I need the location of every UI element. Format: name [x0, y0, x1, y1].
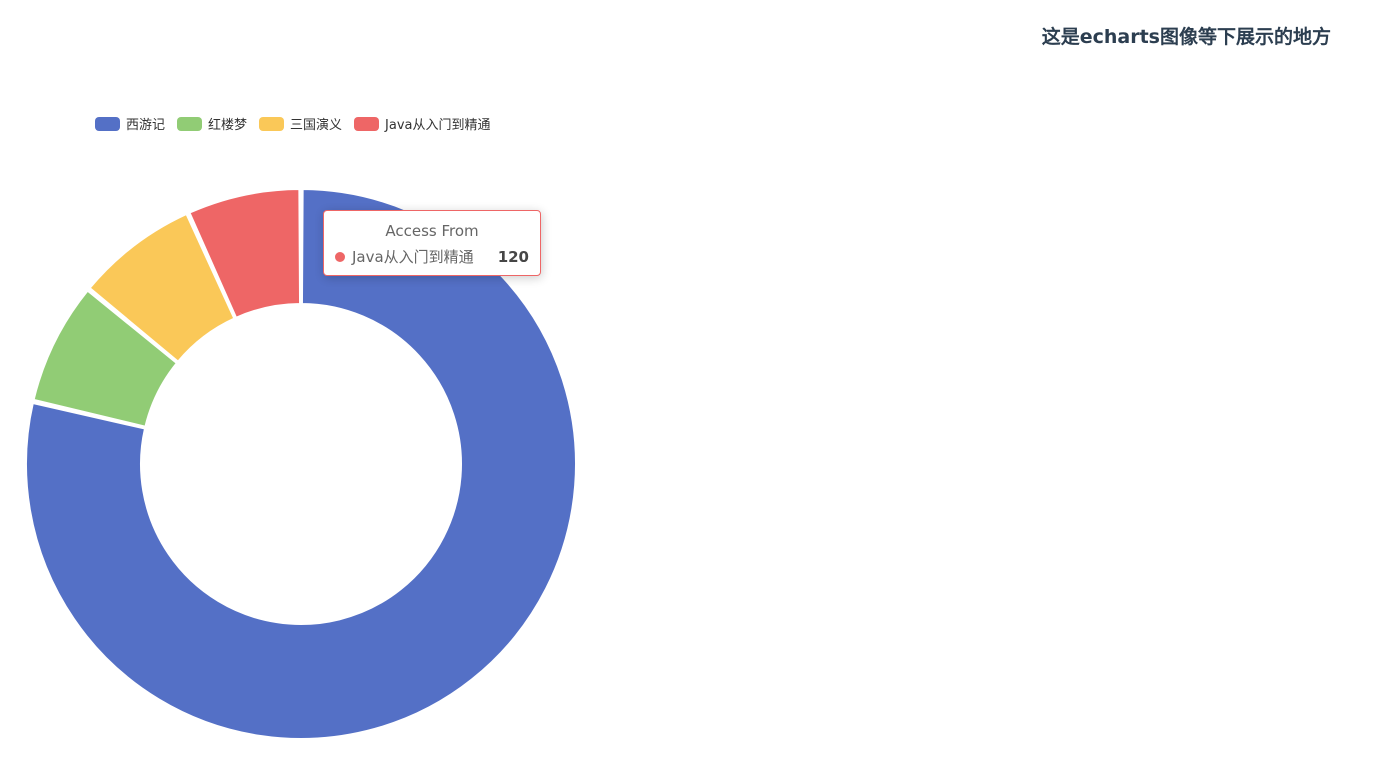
tooltip-row: Java从入门到精通 120 [335, 247, 529, 267]
legend-swatch [259, 117, 284, 131]
legend-item-1[interactable]: 红楼梦 [177, 114, 247, 133]
legend-item-0[interactable]: 西游记 [95, 114, 165, 133]
chart-tooltip: Access From Java从入门到精通 120 [323, 210, 541, 276]
chart-container: 西游记 红楼梦 三国演义 Java从入门到精通 Access From Java… [0, 0, 620, 771]
tooltip-series-name: Java从入门到精通 [352, 247, 498, 267]
legend-label: 三国演义 [290, 114, 342, 133]
legend-label: Java从入门到精通 [385, 114, 490, 133]
tooltip-value: 120 [498, 247, 529, 267]
tooltip-title: Access From [335, 221, 529, 241]
legend-swatch [354, 117, 379, 131]
legend-swatch [95, 117, 120, 131]
tooltip-marker [335, 252, 345, 262]
legend-item-3[interactable]: Java从入门到精通 [354, 114, 490, 133]
legend-label: 西游记 [126, 114, 165, 133]
legend-item-2[interactable]: 三国演义 [259, 114, 342, 133]
legend-swatch [177, 117, 202, 131]
chart-legend: 西游记 红楼梦 三国演义 Java从入门到精通 [95, 114, 491, 133]
page-heading: 这是echarts图像等下展示的地方 [1042, 22, 1331, 49]
legend-label: 红楼梦 [208, 114, 247, 133]
